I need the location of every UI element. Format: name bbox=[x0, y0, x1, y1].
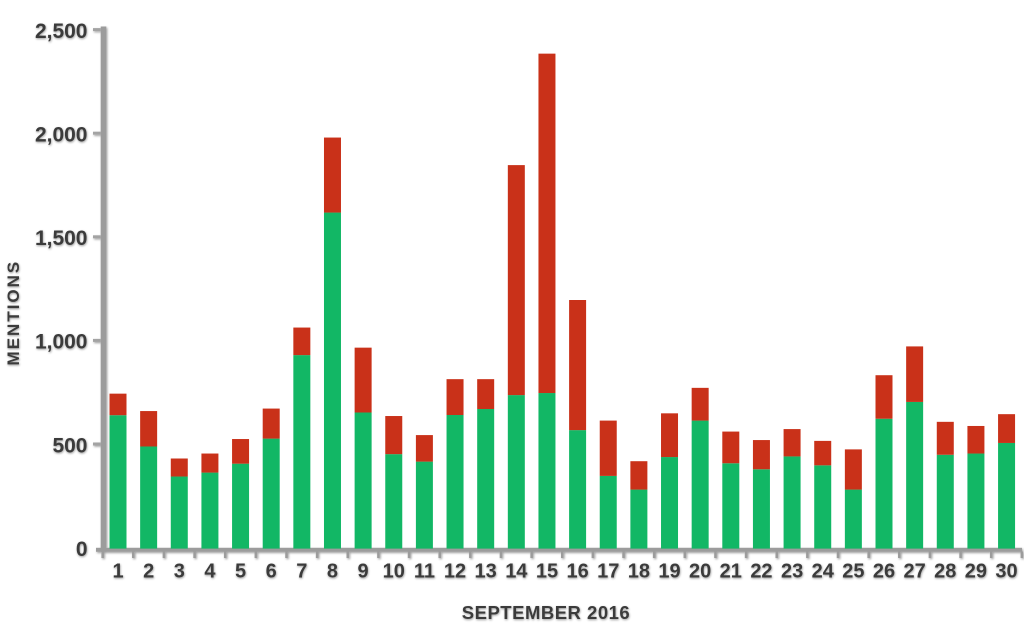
svg-text:4: 4 bbox=[204, 561, 216, 583]
svg-text:24: 24 bbox=[812, 561, 835, 583]
svg-text:13: 13 bbox=[475, 561, 497, 583]
svg-text:8: 8 bbox=[327, 561, 338, 583]
svg-text:23: 23 bbox=[781, 561, 803, 583]
svg-text:7: 7 bbox=[296, 561, 307, 583]
svg-text:17: 17 bbox=[597, 561, 619, 583]
svg-text:26: 26 bbox=[873, 561, 895, 583]
svg-text:19: 19 bbox=[658, 561, 680, 583]
svg-text:6: 6 bbox=[266, 561, 277, 583]
svg-text:21: 21 bbox=[720, 561, 742, 583]
svg-text:15: 15 bbox=[536, 561, 558, 583]
svg-text:14: 14 bbox=[505, 561, 528, 583]
svg-text:20: 20 bbox=[689, 561, 711, 583]
svg-text:1,000: 1,000 bbox=[35, 331, 88, 354]
svg-text:22: 22 bbox=[750, 561, 772, 583]
svg-text:1,500: 1,500 bbox=[35, 227, 88, 250]
svg-text:10: 10 bbox=[383, 561, 405, 583]
svg-text:SEPTEMBER 2016: SEPTEMBER 2016 bbox=[462, 602, 630, 623]
svg-text:18: 18 bbox=[628, 561, 650, 583]
svg-text:9: 9 bbox=[358, 561, 369, 583]
svg-text:25: 25 bbox=[842, 561, 864, 583]
svg-text:2,000: 2,000 bbox=[35, 124, 88, 147]
svg-text:2,500: 2,500 bbox=[35, 20, 88, 43]
svg-text:12: 12 bbox=[444, 561, 466, 583]
svg-text:MENTIONS: MENTIONS bbox=[4, 260, 23, 366]
svg-text:28: 28 bbox=[934, 561, 956, 583]
svg-text:16: 16 bbox=[566, 561, 588, 583]
svg-text:1: 1 bbox=[112, 561, 123, 583]
svg-text:11: 11 bbox=[414, 561, 435, 583]
svg-text:0: 0 bbox=[76, 538, 88, 561]
svg-text:3: 3 bbox=[174, 561, 185, 583]
svg-text:5: 5 bbox=[235, 561, 246, 583]
svg-text:30: 30 bbox=[995, 561, 1017, 583]
svg-text:29: 29 bbox=[965, 561, 987, 583]
svg-text:500: 500 bbox=[52, 434, 87, 457]
svg-text:2: 2 bbox=[143, 561, 154, 583]
svg-text:27: 27 bbox=[904, 561, 926, 583]
